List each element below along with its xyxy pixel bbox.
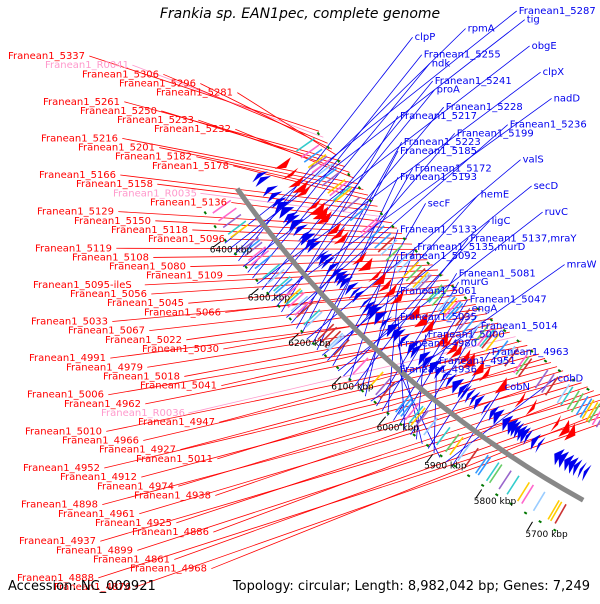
gene-label-reverse: ruvC bbox=[545, 207, 568, 218]
forward-gene-arrow bbox=[558, 420, 569, 437]
gene-label-forward: Franean1_5041 bbox=[140, 381, 217, 392]
gene-label-forward: Franean1_5066 bbox=[144, 307, 221, 318]
gene-label-forward: Franean1_4938 bbox=[134, 490, 211, 501]
gene-label-reverse: Franean1_5133 bbox=[400, 225, 477, 236]
summary-text: Topology: circular; Length: 8,982,042 bp… bbox=[233, 579, 590, 594]
cog-category-bar bbox=[333, 186, 350, 200]
cog-category-bar bbox=[522, 485, 534, 504]
gene-label-reverse: clpX bbox=[543, 67, 565, 78]
gene-label-reverse: cobD bbox=[558, 373, 584, 384]
gene-label-forward: Franean1_4886 bbox=[132, 527, 209, 538]
gene-label-forward: Franean1_4947 bbox=[138, 417, 215, 428]
cog-category-bar bbox=[255, 255, 272, 269]
gene-label-forward: Franean1_5096 bbox=[148, 234, 225, 245]
gene-label-forward: Franean1_5136 bbox=[150, 197, 227, 208]
gene-label-reverse: Franean1_5185 bbox=[400, 146, 477, 157]
label-leader-line bbox=[180, 354, 539, 450]
gene-label-reverse: hemE bbox=[481, 190, 510, 201]
gene-label-forward: Franean1_5178 bbox=[152, 161, 229, 172]
label-leader-line bbox=[388, 291, 398, 416]
kbp-tick-label: 6400 kbp bbox=[210, 246, 253, 256]
gene-label-forward: Franean1_5232 bbox=[154, 124, 231, 135]
gene-label-reverse: Franean1_4936 bbox=[400, 365, 477, 376]
gene-label-reverse: proA bbox=[437, 85, 460, 96]
gene-label-reverse: Franean1_5035 bbox=[400, 312, 477, 323]
cog-category-bar bbox=[572, 393, 584, 412]
accession-text: Accession: NC_009921 bbox=[8, 579, 156, 594]
gene-label-reverse: mraW bbox=[567, 260, 597, 271]
gene-label-forward: Franean1_5281 bbox=[156, 88, 233, 99]
label-leader-line bbox=[237, 93, 336, 155]
gene-label-reverse: ligC bbox=[492, 216, 511, 227]
kbp-tick-label: 6300 kbp bbox=[248, 294, 291, 304]
gene-label-reverse: valS bbox=[523, 155, 544, 166]
label-leader-line bbox=[155, 221, 402, 234]
cog-category-bar bbox=[507, 476, 519, 495]
cog-category-bar bbox=[375, 233, 391, 248]
kbp-tick-label: 5800 kbp bbox=[474, 497, 517, 507]
cog-category-bar bbox=[499, 471, 511, 489]
label-leader-line bbox=[225, 11, 517, 243]
map-title: Frankia sp. EAN1pec, complete genome bbox=[0, 6, 600, 22]
gene-label-forward: Franean1_4968 bbox=[130, 564, 207, 575]
gene-label-reverse: obgE bbox=[532, 41, 557, 52]
forward-gene-arrow bbox=[275, 157, 291, 169]
cog-category-bar bbox=[555, 504, 566, 523]
gene-label-reverse: Franean1_5217 bbox=[400, 111, 477, 122]
kbp-tick-label: 6100 kbp bbox=[331, 383, 374, 393]
gene-label-reverse: Franean1_5092 bbox=[400, 251, 477, 262]
gene-label-reverse: Franean1_5193 bbox=[400, 172, 477, 183]
gene-label-reverse: rpmA bbox=[468, 23, 495, 34]
kbp-tick-label: 5700 kbp bbox=[525, 530, 568, 540]
gene-label-reverse: Franean1_5061 bbox=[400, 286, 477, 297]
kbp-tick-label: 5900 kbp bbox=[424, 462, 467, 472]
gene-label-reverse: clpP bbox=[415, 32, 436, 43]
gene-label-reverse: secF bbox=[428, 198, 451, 209]
gene-label-reverse: secD bbox=[534, 181, 559, 192]
gene-label-reverse: ndk bbox=[432, 58, 451, 69]
gene-label-reverse: Franean1_4980 bbox=[400, 338, 477, 349]
cog-category-bar bbox=[446, 434, 459, 452]
cog-category-bar bbox=[534, 492, 545, 511]
cog-category-bar bbox=[518, 482, 530, 501]
kbp-tick-label: 6000 kbp bbox=[377, 423, 420, 433]
label-leader-line bbox=[176, 387, 587, 523]
gene-label-forward: Franean1_5011 bbox=[136, 454, 213, 465]
kbp-tick-label: 6200 kbp bbox=[288, 339, 331, 349]
gene-label-reverse: cobN bbox=[505, 382, 530, 393]
gene-label-forward: Franean1_5109 bbox=[146, 271, 223, 282]
cog-category-bar bbox=[406, 265, 421, 281]
label-leader-line bbox=[349, 230, 398, 382]
gene-label-forward: Franean1_5030 bbox=[142, 344, 219, 355]
gene-label-reverse: nadD bbox=[554, 93, 581, 104]
